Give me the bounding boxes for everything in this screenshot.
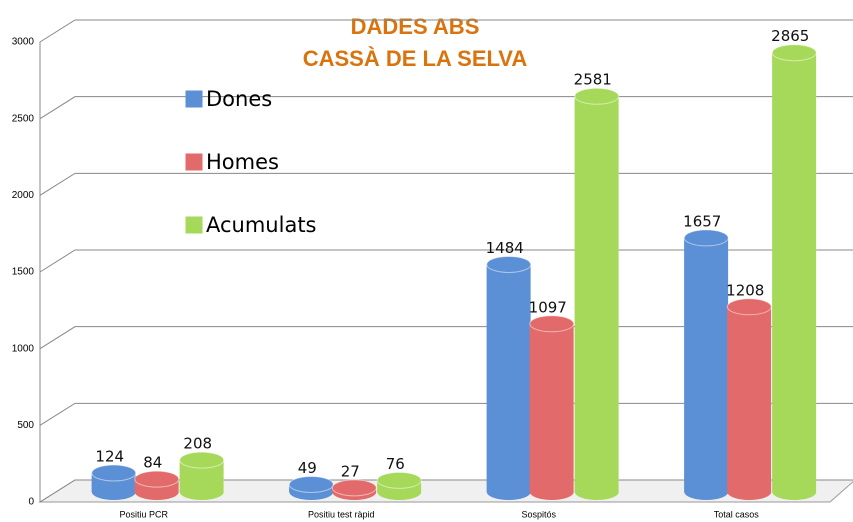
y-tick-label: 0 bbox=[28, 497, 34, 508]
legend-label: Homes bbox=[206, 150, 279, 174]
legend-swatch bbox=[185, 90, 203, 108]
value-label: 49 bbox=[298, 459, 317, 477]
bar bbox=[376, 471, 422, 500]
chart-title: DADES ABS bbox=[351, 14, 480, 39]
grid-line bbox=[39, 172, 853, 196]
value-label: 124 bbox=[95, 447, 124, 465]
y-tick-label: 3000 bbox=[12, 37, 35, 48]
bar bbox=[726, 298, 772, 500]
bar bbox=[134, 470, 180, 500]
chart-title: CASSÀ DE LA SELVA bbox=[303, 46, 528, 71]
bar bbox=[331, 479, 377, 500]
bar bbox=[683, 229, 729, 500]
legend-label: Dones bbox=[206, 87, 272, 111]
value-label: 1097 bbox=[529, 298, 567, 316]
value-label: 2581 bbox=[574, 71, 612, 89]
y-tick-label: 2000 bbox=[12, 190, 35, 201]
y-tick-label: 1000 bbox=[12, 343, 35, 354]
bar bbox=[574, 87, 620, 500]
bar bbox=[179, 451, 225, 500]
value-label: 1657 bbox=[683, 212, 721, 230]
legend-swatch bbox=[185, 216, 203, 234]
value-label: 208 bbox=[183, 435, 212, 453]
value-label: 2865 bbox=[771, 27, 809, 45]
y-tick-label: 1500 bbox=[12, 267, 35, 278]
value-label: 27 bbox=[341, 462, 360, 480]
grid-line bbox=[39, 249, 853, 273]
legend-swatch bbox=[185, 153, 203, 171]
bar bbox=[288, 475, 334, 500]
bar bbox=[529, 315, 575, 500]
bar bbox=[771, 44, 817, 500]
bar bbox=[486, 255, 532, 500]
x-tick-label: Sospitós bbox=[521, 509, 556, 519]
x-tick-label: Positiu test ràpid bbox=[308, 509, 375, 519]
grid-line bbox=[39, 96, 853, 120]
grid-line bbox=[39, 19, 853, 43]
legend-label: Acumulats bbox=[206, 213, 317, 237]
bar bbox=[91, 464, 137, 500]
x-tick-label: Positiu PCR bbox=[119, 509, 168, 519]
value-label: 84 bbox=[143, 454, 162, 472]
value-label: 1208 bbox=[726, 281, 764, 299]
value-label: 76 bbox=[386, 455, 405, 473]
y-tick-label: 500 bbox=[17, 420, 34, 431]
x-tick-label: Total casos bbox=[714, 509, 760, 519]
y-tick-label: 2500 bbox=[12, 113, 35, 124]
value-label: 1484 bbox=[486, 239, 524, 257]
